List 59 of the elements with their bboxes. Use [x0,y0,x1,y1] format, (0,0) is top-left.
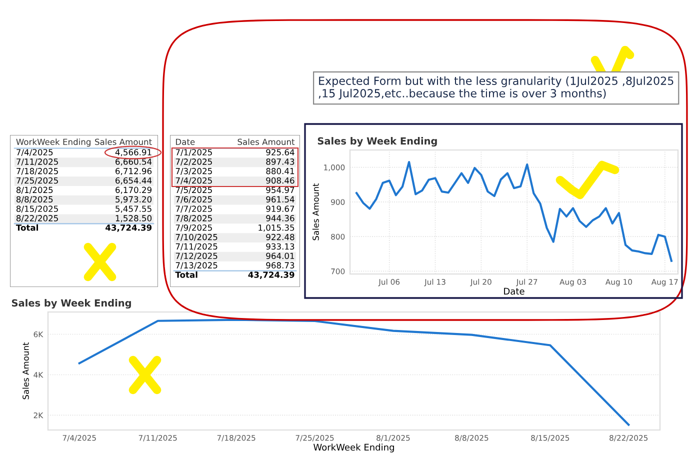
category-label: 7/9/2025 [176,224,212,232]
text: 922.48 [266,234,294,240]
text: WorkWeek Ending [16,138,90,147]
text: 5,457.55 [116,206,152,213]
category-label: 7/12/2025 [176,252,218,260]
text: 968.73 [266,262,294,268]
category-label: 7/10/2025 [176,234,218,241]
text: 880.41 [266,168,294,174]
category-label: 7/4/2025 [16,149,53,156]
text: 925.64 [266,149,294,156]
category-label: 8/8/2025 [16,196,53,204]
category-label: 7/4/2025 [176,177,212,184]
category-label: 7/5/2025 [176,186,212,194]
text: Total [175,271,198,278]
text: 6,170.29 [116,186,152,194]
x-axis-title: Date [504,288,524,295]
text: 4,566.91 [115,149,152,156]
line-series [78,318,630,426]
text: Sales Amount [238,138,295,146]
category-label: 7/25/2025 [16,177,58,184]
x-axis-title: WorkWeek Ending [314,444,394,452]
category-label: 7/6/2025 [176,196,212,204]
category-label: 7/7/2025 [176,206,212,213]
y-axis-title: Sales Amount [22,342,29,400]
text: 919.67 [266,206,294,212]
line-series [356,160,672,262]
category-label: 8/1/2025 [16,186,53,194]
text: 43,724.39 [106,224,152,232]
category-label: 7/13/2025 [176,262,218,270]
text: 964.01 [266,252,294,260]
text: 897.43 [266,158,294,165]
category-label: 7/8/2025 [176,215,212,222]
text: 1,528.50 [116,215,152,222]
text: 954.97 [266,186,294,194]
category-label: 7/11/2025 [16,158,58,166]
text: 944.36 [266,215,294,222]
category-label: 7/2/2025 [176,158,212,166]
category-label: 8/15/2025 [16,206,58,213]
text: 6,712.96 [116,168,152,176]
text: 5,973.20 [116,196,152,204]
text: Total [16,224,38,231]
text: 6,654.44 [116,177,152,185]
category-label: 7/1/2025 [176,149,212,156]
chart-title: Sales by Week Ending [318,137,437,147]
category-label: 7/11/2025 [176,243,218,250]
text: Date [176,138,195,146]
text: 43,724.39 [248,272,294,279]
category-label: 7/18/2025 [16,168,58,175]
y-axis-title: Sales Amount [312,183,319,240]
text: Sales Amount [95,138,152,146]
text: 961.54 [266,196,294,203]
text: 933.13 [266,243,294,250]
chart-title: Sales by Week Ending [12,299,131,309]
text: 6,660.54 [116,158,152,166]
text: 908.46 [266,177,294,184]
category-label: 7/3/2025 [176,168,212,175]
text: Expected Form but with the less granularity (1Jul2025 ,8Jul2025 ,15 Jul2025,etc..because the time is over 3 months) [318,76,674,100]
category-label: 8/22/2025 [16,215,58,222]
text: 1,015.35 [258,224,294,232]
